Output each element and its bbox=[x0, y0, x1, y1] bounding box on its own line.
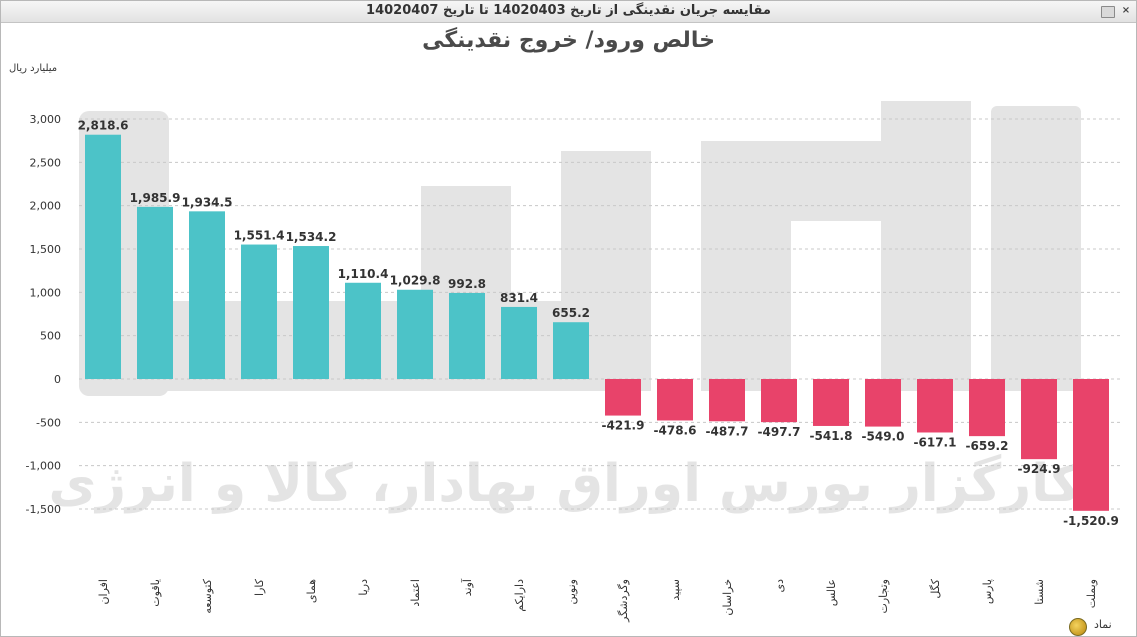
y-tick-label: 3,000 bbox=[30, 113, 62, 126]
x-tick-label: افران bbox=[97, 579, 110, 605]
data-label: 1,029.8 bbox=[390, 274, 441, 288]
x-tick-label: کارا bbox=[253, 578, 266, 596]
data-label: 831.4 bbox=[500, 291, 538, 305]
data-label: -478.6 bbox=[654, 423, 697, 437]
bar[interactable] bbox=[969, 379, 1005, 437]
data-label: 1,110.4 bbox=[338, 267, 389, 281]
x-tick-label: ونوین bbox=[565, 579, 578, 605]
data-label: 1,934.5 bbox=[182, 195, 233, 209]
x-tick-label: پارس bbox=[981, 579, 994, 604]
bar[interactable] bbox=[605, 379, 641, 416]
data-label: -617.1 bbox=[914, 435, 957, 449]
y-tick-label: -500 bbox=[36, 416, 61, 429]
y-tick-label: -1,000 bbox=[26, 460, 61, 473]
data-label: -924.9 bbox=[1018, 462, 1061, 476]
y-axis-ticks: 3,000 2,500 2,000 1,500 1,000 500 0 -500 -1,000 -… bbox=[26, 113, 61, 516]
data-label: 1,551.4 bbox=[234, 229, 285, 243]
x-tick-label: خراسان bbox=[721, 579, 734, 616]
bar[interactable] bbox=[761, 379, 797, 423]
x-tick-label: وتجارت bbox=[877, 579, 890, 614]
y-axis-unit-label: میلیارد ریال bbox=[9, 63, 58, 74]
x-tick-label: کتوسعه bbox=[201, 578, 214, 613]
data-label: 1,534.2 bbox=[286, 230, 337, 244]
y-tick-label: 1,000 bbox=[30, 286, 62, 299]
data-label: -659.2 bbox=[966, 439, 1009, 453]
bar[interactable] bbox=[709, 379, 745, 422]
data-label: -421.9 bbox=[602, 419, 645, 433]
watermark-text: کارگزار بورس اوراق بهادار، کالا و انرژی bbox=[48, 453, 1081, 514]
x-tick-label: دریا bbox=[357, 579, 370, 596]
x-tick-label: دی bbox=[773, 579, 786, 593]
x-tick-label: همای bbox=[305, 579, 318, 603]
bar[interactable] bbox=[501, 306, 537, 379]
x-tick-label: دارایکم bbox=[513, 579, 526, 612]
x-tick-label: سپید bbox=[669, 579, 682, 601]
logo-icon bbox=[1069, 618, 1087, 636]
window-title: مقایسه جریان نقدینگی از تاریخ 14020403 ت… bbox=[366, 3, 771, 18]
x-tick-label: وگردشگر bbox=[617, 579, 630, 623]
x-tick-label: اعتماد bbox=[409, 579, 422, 607]
data-label: -497.7 bbox=[758, 425, 801, 439]
data-label: -541.8 bbox=[810, 429, 853, 443]
data-labels: 2,818.6 1,985.9 1,934.5 1,551.4 1,534.2 1,110… bbox=[78, 119, 1119, 528]
data-label: -487.7 bbox=[706, 424, 749, 438]
x-tick-label: یاقوت bbox=[149, 579, 162, 607]
data-label: -549.0 bbox=[862, 430, 905, 444]
data-label: -1,520.9 bbox=[1063, 514, 1119, 528]
x-tick-label: کگل bbox=[929, 578, 942, 598]
bar[interactable] bbox=[1073, 379, 1109, 511]
y-tick-label: -1,500 bbox=[26, 503, 61, 516]
y-tick-label: 0 bbox=[54, 373, 61, 386]
y-tick-label: 1,500 bbox=[30, 243, 62, 256]
y-tick-label: 2,500 bbox=[30, 156, 62, 169]
bar[interactable] bbox=[397, 289, 433, 379]
data-label: 2,818.6 bbox=[78, 119, 129, 133]
bar[interactable] bbox=[553, 322, 589, 379]
printer-icon[interactable] bbox=[1101, 6, 1115, 18]
y-tick-label: 2,000 bbox=[30, 200, 62, 213]
x-tick-label: آوند bbox=[460, 578, 474, 596]
x-axis-ticks: افران یاقوت کتوسعه کارا همای دریا اعتماد آوند دا… bbox=[97, 578, 1098, 623]
bar[interactable] bbox=[137, 206, 173, 379]
title-bar: مقایسه جریان نقدینگی از تاریخ 14020403 ت… bbox=[1, 1, 1136, 23]
chart-title: خالص ورود/ خروج نقدینگی bbox=[422, 28, 715, 53]
y-tick-label: 500 bbox=[40, 330, 61, 343]
data-label: 655.2 bbox=[552, 306, 590, 320]
bar[interactable] bbox=[865, 379, 901, 427]
x-tick-label: عالس bbox=[825, 579, 838, 606]
x-tick-label: وبملت bbox=[1085, 579, 1098, 608]
close-icon[interactable]: × bbox=[1121, 5, 1131, 16]
data-label: 1,985.9 bbox=[130, 191, 181, 205]
x-tick-label: شستا bbox=[1033, 579, 1046, 605]
bar[interactable] bbox=[293, 246, 329, 379]
bar[interactable] bbox=[241, 244, 277, 379]
bar[interactable] bbox=[189, 211, 225, 379]
data-label: 992.8 bbox=[448, 277, 486, 291]
bar[interactable] bbox=[345, 282, 381, 379]
bar[interactable] bbox=[657, 379, 693, 421]
bar[interactable] bbox=[449, 292, 485, 379]
bar[interactable] bbox=[813, 379, 849, 426]
bar[interactable] bbox=[85, 134, 121, 379]
bars bbox=[85, 134, 1109, 511]
bar[interactable] bbox=[1021, 379, 1057, 460]
bar[interactable] bbox=[917, 379, 953, 433]
x-axis-title: نماد bbox=[1094, 618, 1112, 631]
